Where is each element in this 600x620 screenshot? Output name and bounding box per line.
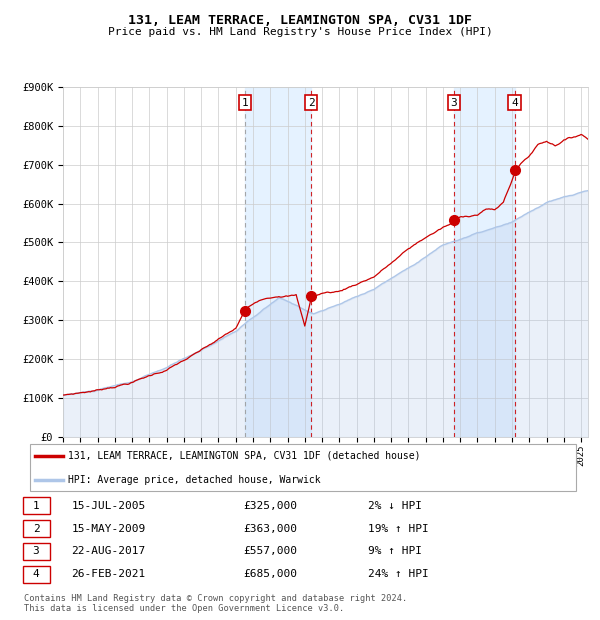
Text: Price paid vs. HM Land Registry's House Price Index (HPI): Price paid vs. HM Land Registry's House … <box>107 27 493 37</box>
Bar <box>454 87 515 437</box>
Text: 3: 3 <box>451 97 457 107</box>
FancyBboxPatch shape <box>23 543 50 560</box>
Text: 1: 1 <box>32 500 40 511</box>
Text: £685,000: £685,000 <box>244 569 298 580</box>
Text: 1: 1 <box>242 97 248 107</box>
Text: 9% ↑ HPI: 9% ↑ HPI <box>368 546 422 557</box>
Text: 26-FEB-2021: 26-FEB-2021 <box>71 569 146 580</box>
FancyBboxPatch shape <box>23 566 50 583</box>
Text: £325,000: £325,000 <box>244 500 298 511</box>
Text: 4: 4 <box>511 97 518 107</box>
Text: 2: 2 <box>308 97 314 107</box>
Text: £557,000: £557,000 <box>244 546 298 557</box>
FancyBboxPatch shape <box>23 497 50 514</box>
Text: 19% ↑ HPI: 19% ↑ HPI <box>368 523 428 534</box>
Text: 2% ↓ HPI: 2% ↓ HPI <box>368 500 422 511</box>
Text: 2: 2 <box>32 523 40 534</box>
Text: 3: 3 <box>32 546 40 557</box>
Text: 22-AUG-2017: 22-AUG-2017 <box>71 546 146 557</box>
Text: 4: 4 <box>32 569 40 580</box>
FancyBboxPatch shape <box>30 443 576 492</box>
Text: 131, LEAM TERRACE, LEAMINGTON SPA, CV31 1DF: 131, LEAM TERRACE, LEAMINGTON SPA, CV31 … <box>128 14 472 27</box>
Text: 131, LEAM TERRACE, LEAMINGTON SPA, CV31 1DF (detached house): 131, LEAM TERRACE, LEAMINGTON SPA, CV31 … <box>68 451 421 461</box>
FancyBboxPatch shape <box>23 520 50 537</box>
Text: 15-JUL-2005: 15-JUL-2005 <box>71 500 146 511</box>
Text: £363,000: £363,000 <box>244 523 298 534</box>
Text: Contains HM Land Registry data © Crown copyright and database right 2024.
This d: Contains HM Land Registry data © Crown c… <box>24 594 407 613</box>
Text: 15-MAY-2009: 15-MAY-2009 <box>71 523 146 534</box>
Text: 24% ↑ HPI: 24% ↑ HPI <box>368 569 428 580</box>
Bar <box>245 87 311 437</box>
Text: HPI: Average price, detached house, Warwick: HPI: Average price, detached house, Warw… <box>68 475 321 485</box>
